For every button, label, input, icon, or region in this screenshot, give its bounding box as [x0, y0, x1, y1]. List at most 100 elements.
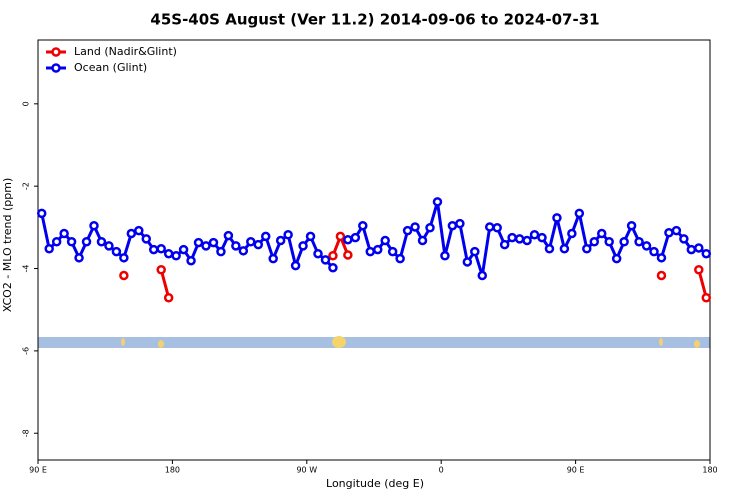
legend-label: Ocean (Glint)	[74, 61, 147, 74]
point	[134, 225, 144, 236]
point	[559, 244, 570, 254]
x-tick-label: 90 W	[296, 466, 317, 475]
point	[290, 260, 301, 271]
ocean-strip	[38, 337, 710, 348]
point	[328, 262, 338, 273]
point	[201, 241, 211, 251]
point	[604, 237, 614, 247]
point	[148, 244, 159, 255]
point	[51, 237, 62, 247]
point	[141, 234, 152, 244]
point	[529, 230, 540, 240]
point	[358, 220, 368, 231]
point	[507, 232, 517, 243]
point	[313, 248, 323, 259]
point	[492, 223, 502, 233]
point	[410, 222, 420, 232]
chart-title: 45S-40S August (Ver 11.2) 2014-09-06 to …	[150, 11, 599, 29]
point	[611, 253, 622, 264]
point	[320, 255, 331, 265]
land-blob	[332, 336, 346, 348]
point	[156, 265, 166, 275]
point	[387, 246, 398, 257]
legend-marker	[51, 63, 61, 73]
y-axis-label: XCO2 - MLO trend (ppm)	[1, 178, 14, 313]
point	[619, 237, 629, 247]
point	[298, 241, 308, 251]
point	[634, 237, 644, 247]
point	[649, 246, 659, 257]
x-tick-label: 180	[702, 466, 717, 475]
point	[305, 231, 316, 242]
point	[126, 228, 137, 239]
point	[119, 253, 129, 263]
point	[417, 235, 428, 246]
point	[701, 293, 712, 303]
point	[380, 235, 390, 246]
point	[335, 231, 346, 242]
point	[283, 230, 293, 240]
point	[163, 293, 174, 303]
y-tick-label: -6	[22, 347, 31, 355]
x-tick-label: 90 E	[567, 466, 585, 475]
point	[186, 255, 196, 266]
point	[111, 246, 122, 257]
y-tick-label: 0	[22, 101, 31, 106]
x-axis-label: Longitude (deg E)	[326, 477, 424, 490]
point	[156, 244, 166, 254]
point	[477, 270, 488, 281]
point	[268, 253, 278, 264]
point	[253, 239, 264, 250]
land-blob	[659, 338, 663, 346]
point	[589, 237, 600, 247]
legend-label: Land (Nadir&Glint)	[74, 45, 177, 58]
point	[231, 241, 241, 251]
point	[372, 244, 383, 255]
point	[626, 220, 637, 231]
point	[74, 253, 84, 263]
point	[104, 241, 114, 251]
point	[66, 237, 77, 247]
land-blob	[121, 338, 125, 346]
point	[567, 228, 577, 239]
point	[432, 197, 443, 207]
point	[193, 237, 204, 248]
point	[89, 220, 99, 231]
point	[641, 241, 652, 251]
plot-frame	[37, 39, 711, 461]
point	[81, 237, 92, 247]
y-tick-label: -8	[22, 429, 31, 437]
y-tick-label: -4	[22, 265, 31, 273]
point	[208, 237, 219, 248]
point	[701, 248, 712, 259]
point	[582, 244, 592, 254]
legend: Land (Nadir&Glint) Ocean (Glint)	[46, 45, 177, 74]
point	[328, 251, 338, 261]
point	[44, 244, 54, 254]
series	[119, 231, 712, 303]
point	[238, 246, 249, 256]
point	[462, 257, 473, 267]
point	[343, 234, 353, 245]
point	[440, 251, 450, 261]
point	[656, 253, 667, 263]
land-blob	[694, 340, 700, 348]
point	[350, 232, 361, 243]
point	[544, 244, 555, 254]
point	[522, 235, 532, 246]
point	[552, 213, 562, 223]
point	[36, 208, 47, 219]
x-tick-label: 90 E	[29, 466, 47, 475]
point	[484, 222, 495, 232]
point	[119, 270, 129, 281]
point	[395, 253, 405, 264]
point	[343, 250, 353, 260]
point	[171, 251, 181, 261]
point	[275, 235, 286, 246]
point	[402, 225, 413, 236]
legend-marker	[51, 47, 61, 57]
point	[671, 225, 682, 236]
point	[470, 246, 480, 257]
point	[425, 223, 435, 233]
